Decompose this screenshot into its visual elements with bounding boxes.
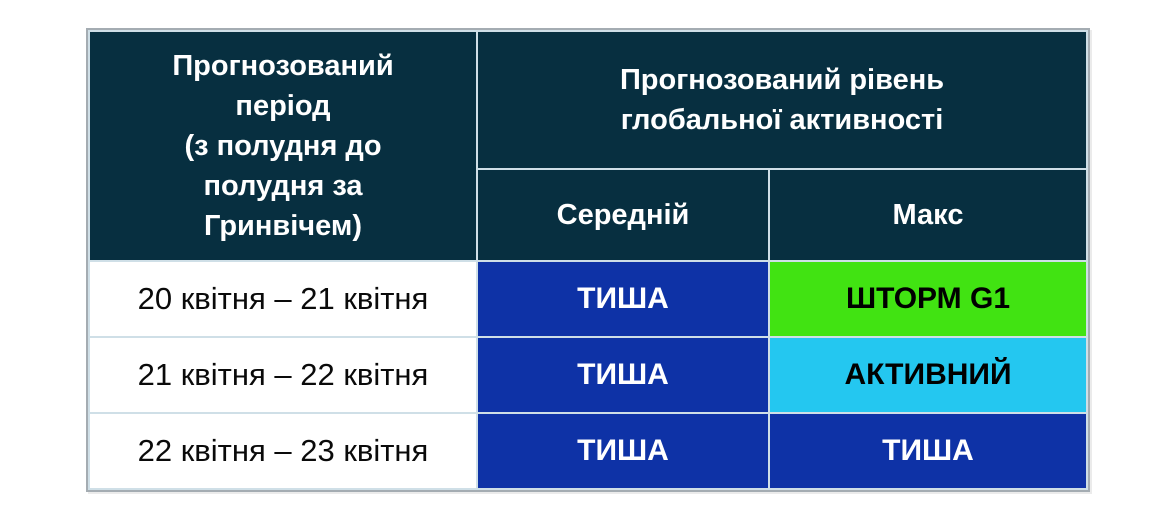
avg-level-cell: ТИША	[476, 336, 770, 414]
forecast-table-frame: Прогнозований період (з полудня до полуд…	[86, 28, 1090, 492]
max-level-cell: АКТИВНИЙ	[768, 336, 1088, 414]
table-row: 20 квітня – 21 квітня ТИША ШТОРМ G1	[88, 260, 1088, 338]
period-header-cell: Прогнозований період (з полудня до полуд…	[88, 30, 478, 262]
max-level-cell: ТИША	[768, 412, 1088, 490]
period-cell: 21 квітня – 22 квітня	[88, 336, 478, 414]
period-cell: 20 квітня – 21 квітня	[88, 260, 478, 338]
period-cell: 22 квітня – 23 квітня	[88, 412, 478, 490]
avg-level-cell: ТИША	[476, 260, 770, 338]
header-row-sub: Середній Макс	[89, 168, 1088, 262]
table-row: 21 квітня – 22 квітня ТИША АКТИВНИЙ	[88, 336, 1088, 414]
table-row: 22 квітня – 23 квітня ТИША ТИША	[88, 412, 1088, 490]
activity-header-cell: Прогнозований рівень глобальної активнос…	[476, 30, 1088, 170]
header-row-main: Прогнозований період (з полудня до полуд…	[88, 30, 1088, 262]
max-level-cell: ШТОРМ G1	[768, 260, 1088, 338]
avg-header-cell: Середній	[476, 168, 770, 262]
max-header-cell: Макс	[768, 168, 1088, 262]
avg-level-cell: ТИША	[476, 412, 770, 490]
geomagnetic-forecast-table: Прогнозований період (з полудня до полуд…	[88, 30, 1088, 490]
